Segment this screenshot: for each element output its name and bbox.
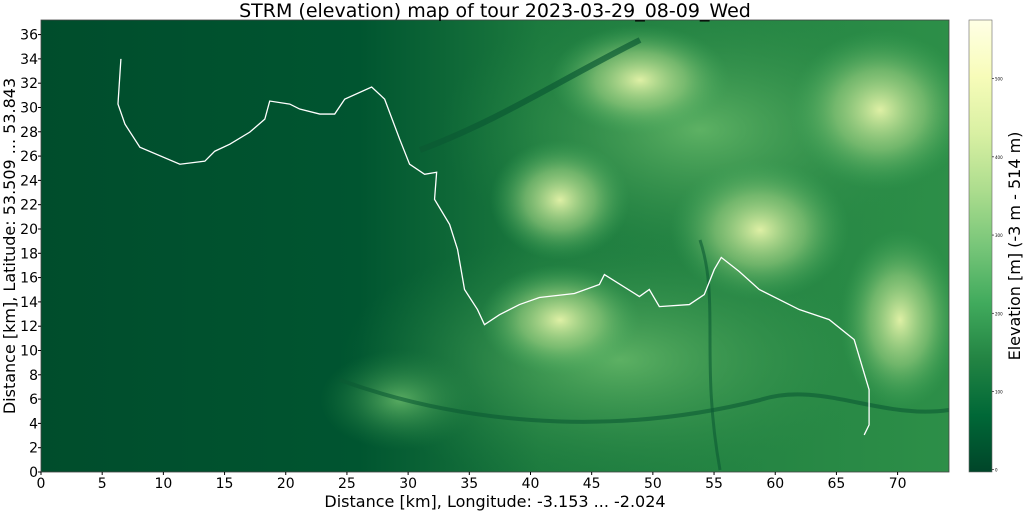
y-tick-label: 34 — [20, 52, 38, 68]
y-tick-label: 14 — [20, 295, 38, 311]
plot-frame — [40, 19, 950, 473]
chart-title: STRM (elevation) map of tour 2023-03-29_… — [239, 0, 751, 22]
terrain-raster — [41, 20, 949, 472]
y-tick-label: 30 — [20, 100, 38, 116]
x-tick-label: 65 — [828, 476, 846, 492]
colorbar-label: Elevation [m] (-3 m - 514 m) — [1005, 132, 1024, 361]
x-tick-label: 35 — [460, 476, 478, 492]
colorbar-tick-label: 400 — [995, 155, 1003, 160]
x-tick-label: 30 — [399, 476, 417, 492]
x-tick-label: 20 — [277, 476, 295, 492]
y-tick-label: 0 — [29, 465, 38, 481]
y-tick-label: 24 — [20, 173, 38, 189]
y-tick-label: 36 — [20, 28, 38, 44]
x-tick-label: 25 — [338, 476, 356, 492]
y-tick-label: 8 — [29, 368, 38, 384]
colorbar-tick-label: 0 — [995, 468, 998, 473]
x-axis-ticks: 0 5 10 15 20 25 30 35 40 45 50 55 60 65 70 — [37, 472, 907, 492]
y-tick-label: 20 — [20, 222, 38, 238]
x-tick-label: 45 — [583, 476, 601, 492]
colorbar-tick-label: 200 — [995, 311, 1003, 316]
x-tick-label: 50 — [644, 476, 662, 492]
y-tick-label: 12 — [20, 319, 38, 335]
y-tick-label: 18 — [20, 246, 38, 262]
y-tick-label: 32 — [20, 76, 38, 92]
x-tick-label: 70 — [889, 476, 907, 492]
y-tick-label: 22 — [20, 198, 38, 214]
x-tick-label: 40 — [522, 476, 540, 492]
y-tick-label: 6 — [29, 392, 38, 408]
y-tick-label: 28 — [20, 125, 38, 141]
y-tick-label: 26 — [20, 149, 38, 165]
x-tick-label: 60 — [766, 476, 784, 492]
colorbar-tick-label: 100 — [995, 389, 1003, 394]
colorbar-tick-label: 500 — [995, 77, 1003, 82]
x-axis-label: Distance [km], Longitude: -3.153 ... -2.… — [324, 492, 665, 511]
tour-track-line — [117, 58, 870, 436]
x-tick-label: 0 — [37, 476, 46, 492]
colorbar-ticks: 0 100 200 300 400 500 — [992, 77, 1003, 473]
y-tick-label: 10 — [20, 343, 38, 359]
x-tick-label: 15 — [216, 476, 234, 492]
y-tick-label: 16 — [20, 271, 38, 287]
x-tick-label: 55 — [705, 476, 723, 492]
y-axis-label: Distance [km], Latitude: 53.509 ... 53.8… — [0, 78, 19, 414]
colorbar-tick-label: 300 — [995, 233, 1003, 238]
x-tick-label: 5 — [98, 476, 107, 492]
y-tick-label: 2 — [29, 441, 38, 457]
y-tick-label: 4 — [29, 416, 38, 432]
x-tick-label: 10 — [154, 476, 172, 492]
colorbar — [968, 19, 993, 473]
